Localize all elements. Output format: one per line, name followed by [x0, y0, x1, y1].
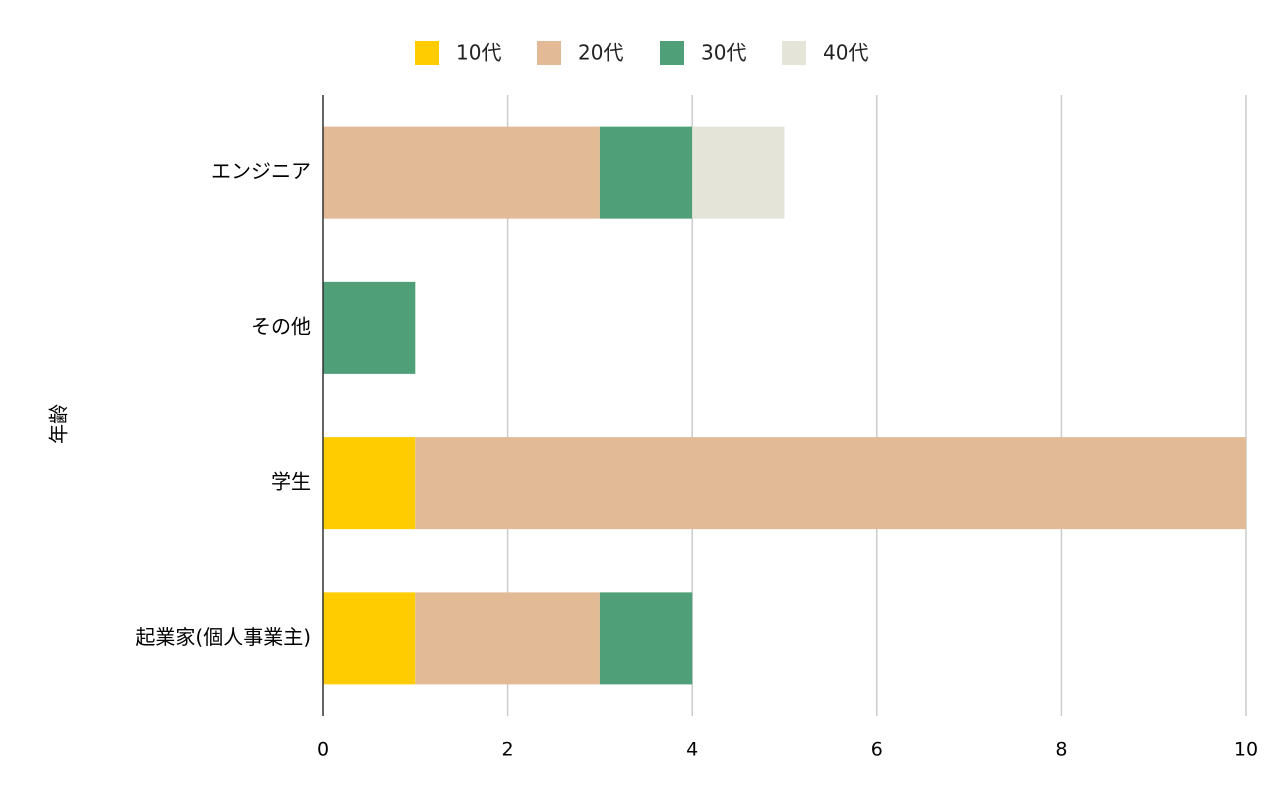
x-axis-ticks: 0 2 4 6 8 10	[317, 739, 1258, 761]
y-axis-title: 年齢	[47, 404, 71, 444]
category-label: 起業家(個人事業主)	[135, 625, 311, 649]
legend-label: 20代	[578, 41, 623, 65]
x-tick-label: 10	[1234, 739, 1258, 761]
bar-segment	[323, 437, 416, 530]
legend-label: 10代	[456, 41, 501, 65]
x-tick-label: 4	[686, 739, 698, 761]
bar-segment	[415, 592, 600, 685]
category-label: 学生	[271, 470, 311, 494]
legend-swatch	[415, 41, 439, 65]
x-tick-label: 2	[502, 739, 514, 761]
bar-segment	[323, 281, 416, 374]
bar-segment	[599, 126, 693, 219]
legend-swatch	[660, 41, 684, 65]
bars	[323, 126, 1246, 685]
x-tick-label: 6	[871, 739, 883, 761]
bar-segment	[415, 437, 1246, 530]
legend-label: 30代	[701, 41, 746, 65]
legend-swatch	[537, 41, 561, 65]
category-label: その他	[251, 314, 311, 338]
bar-segment	[692, 126, 785, 219]
bar-segment	[323, 592, 416, 685]
bar-segment	[323, 126, 600, 219]
legend-swatch	[782, 41, 806, 65]
bar-segment	[599, 592, 693, 685]
x-tick-label: 0	[317, 739, 329, 761]
category-label: エンジニア	[211, 159, 311, 183]
x-tick-label: 8	[1055, 739, 1067, 761]
legend-label: 40代	[823, 41, 868, 65]
legend: 10代 20代 30代 40代	[415, 41, 868, 65]
